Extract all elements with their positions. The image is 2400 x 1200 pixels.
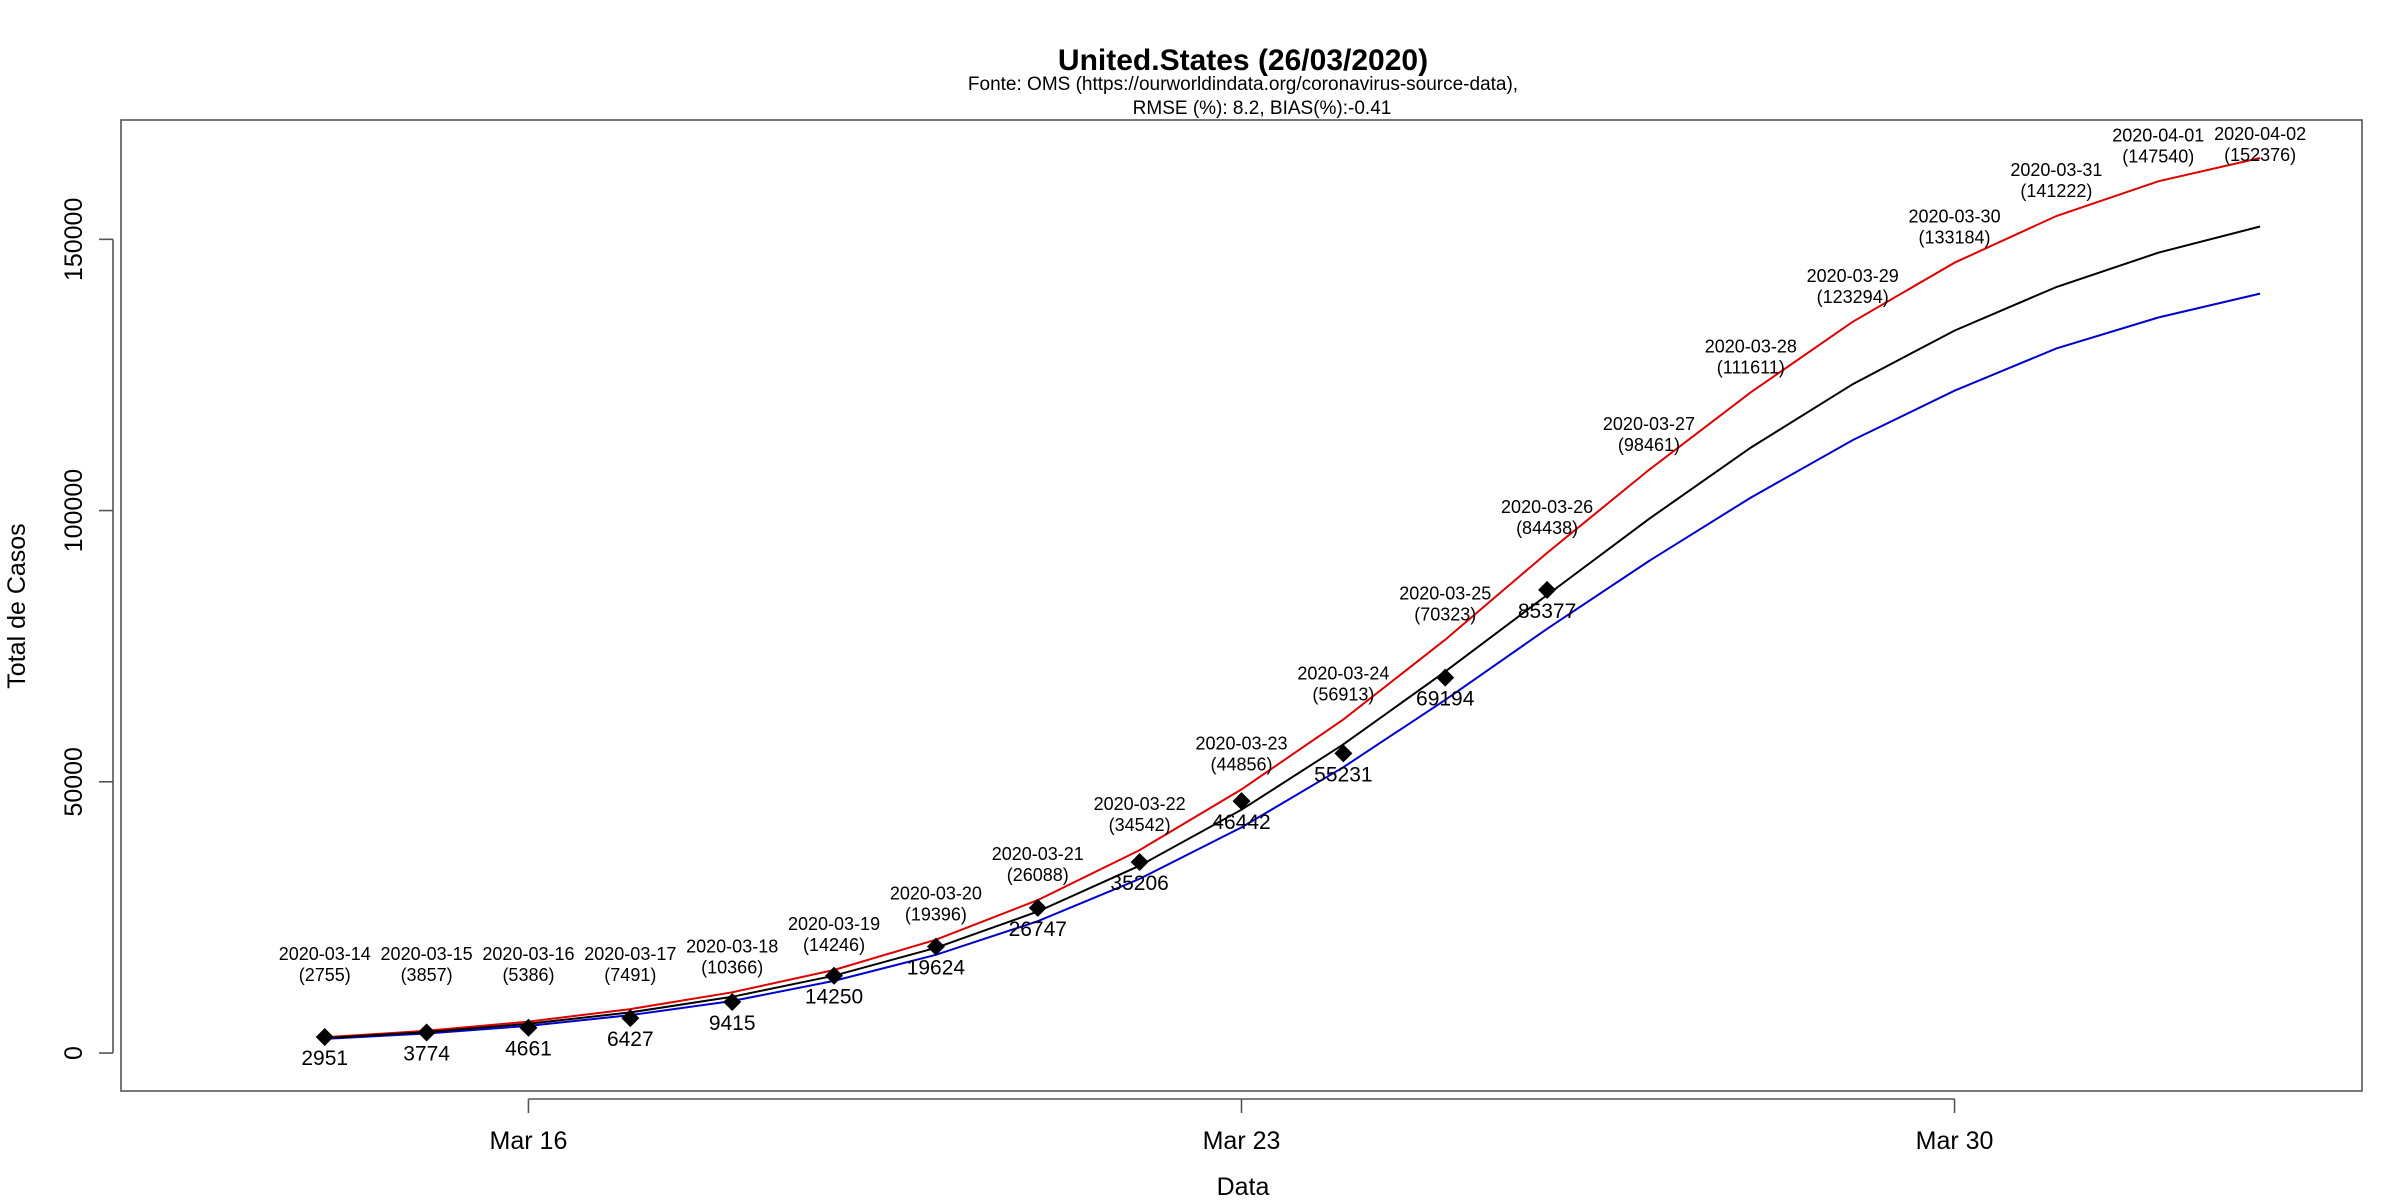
observed-value-label: 19624 <box>907 957 966 980</box>
observed-value-label: 2951 <box>301 1047 348 1070</box>
annotation-value-label: (34542) <box>1109 815 1171 835</box>
annotation-date-label: 2020-03-24 <box>1297 663 1389 683</box>
y-tick-label: 150000 <box>60 198 88 281</box>
observed-value-label: 9415 <box>709 1012 756 1035</box>
annotation-value-label: (70323) <box>1414 605 1476 625</box>
observed-point <box>1130 853 1149 872</box>
annotation-date-label: 2020-03-28 <box>1705 336 1797 356</box>
annotation-date-label: 2020-03-18 <box>686 936 778 956</box>
annotation-date-label: 2020-04-01 <box>2112 125 2204 145</box>
annotation-date-label: 2020-04-02 <box>2214 124 2306 144</box>
annotation-date-label: 2020-03-25 <box>1399 584 1491 604</box>
observed-value-label: 3774 <box>403 1043 450 1066</box>
observed-value-label: 69194 <box>1416 688 1475 711</box>
observed-point <box>1538 580 1557 599</box>
annotation-date-label: 2020-03-14 <box>279 944 371 964</box>
annotation-value-label: (152376) <box>2224 145 2296 165</box>
x-tick-label: Mar 30 <box>1916 1127 1994 1155</box>
observed-value-label: 35206 <box>1110 872 1168 895</box>
observed-point <box>926 937 945 956</box>
annotation-value-label: (44856) <box>1210 754 1272 774</box>
annotation-value-label: (133184) <box>1919 228 1991 248</box>
annotation-value-label: (19396) <box>905 905 967 925</box>
annotation-value-label: (141222) <box>2020 181 2092 201</box>
observed-point <box>621 1009 640 1028</box>
annotation-value-label: (2755) <box>299 965 351 985</box>
annotation-date-label: 2020-03-19 <box>788 914 880 934</box>
observed-points: 2951 3774 4661 6427 9415 14250 19624 26747 35206… <box>301 580 1576 1070</box>
x-tick-label: Mar 23 <box>1203 1127 1281 1155</box>
annotation-value-label: (3857) <box>401 965 453 985</box>
annotation-value-label: (5386) <box>502 965 554 985</box>
plot-frame <box>120 119 2363 1092</box>
annotation-date-label: 2020-03-15 <box>381 944 473 964</box>
axes: Mar 16 Mar 23 Mar 30 0 50000 100000 150000 <box>60 198 1993 1155</box>
observed-point <box>1334 744 1353 763</box>
series-line-black <box>324 225 2261 1040</box>
observed-value-label: 6427 <box>607 1028 654 1051</box>
annotation-date-label: 2020-03-29 <box>1807 266 1899 286</box>
series-lines <box>324 157 2261 1040</box>
observed-value-label: 14250 <box>805 986 863 1009</box>
annotation-value-label: (10366) <box>701 957 763 977</box>
annotation-date-label: 2020-03-17 <box>584 944 676 964</box>
observed-value-label: 55231 <box>1314 763 1372 786</box>
annotation-value-label: (147540) <box>2122 146 2194 166</box>
chart-subtitle-line-2: RMSE (%): 8.2, BIAS(%):-0.41 <box>1133 98 1392 119</box>
annotation-value-label: (26088) <box>1007 865 1069 885</box>
annotation-value-label: (7491) <box>604 965 656 985</box>
chart-subtitle-line-1: Fonte: OMS (https://ourworldindata.org/c… <box>968 74 1518 95</box>
annotation-value-label: (56913) <box>1312 684 1374 704</box>
annotation-date-label: 2020-03-21 <box>992 844 1084 864</box>
x-tick-label: Mar 16 <box>490 1127 568 1155</box>
y-tick-label: 0 <box>60 1046 88 1060</box>
y-tick-label: 100000 <box>60 469 88 552</box>
annotation-value-label: (84438) <box>1516 518 1578 538</box>
observed-point <box>1028 898 1047 917</box>
observed-value-label: 4661 <box>505 1038 552 1061</box>
annotation-value-label: (123294) <box>1817 287 1889 307</box>
observed-point <box>417 1023 436 1042</box>
observed-point <box>519 1018 538 1037</box>
observed-value-label: 85377 <box>1518 600 1576 623</box>
annotations: 2020-03-14(2755) 2020-03-15(3857) 2020-03-… <box>279 124 2306 985</box>
annotation-date-label: 2020-03-23 <box>1195 733 1287 753</box>
annotation-date-label: 2020-03-20 <box>890 884 982 904</box>
annotation-date-label: 2020-03-27 <box>1603 414 1695 434</box>
annotation-date-label: 2020-03-22 <box>1094 794 1186 814</box>
observed-point <box>723 992 742 1011</box>
series-line-blue <box>324 292 2261 1040</box>
annotation-date-label: 2020-03-16 <box>482 944 574 964</box>
observed-value-label: 26747 <box>1009 918 1067 941</box>
annotation-date-label: 2020-03-30 <box>1909 207 2001 227</box>
chart-title: United.States (26/03/2020) <box>1058 44 1428 77</box>
observed-point <box>825 966 844 985</box>
observed-value-label: 46442 <box>1212 811 1270 834</box>
annotation-value-label: (98461) <box>1618 435 1680 455</box>
observed-point <box>315 1028 334 1047</box>
annotation-date-label: 2020-03-31 <box>2010 160 2102 180</box>
observed-point <box>1232 792 1251 811</box>
y-axis-label: Total de Casos <box>3 523 31 688</box>
x-axis-label: Data <box>1217 1173 1270 1200</box>
series-line-red <box>324 157 2261 1039</box>
annotation-value-label: (14246) <box>803 935 865 955</box>
annotation-date-label: 2020-03-26 <box>1501 497 1593 517</box>
observed-point <box>1436 668 1455 687</box>
y-tick-label: 50000 <box>60 747 88 817</box>
annotation-value-label: (111611) <box>1717 357 1785 377</box>
